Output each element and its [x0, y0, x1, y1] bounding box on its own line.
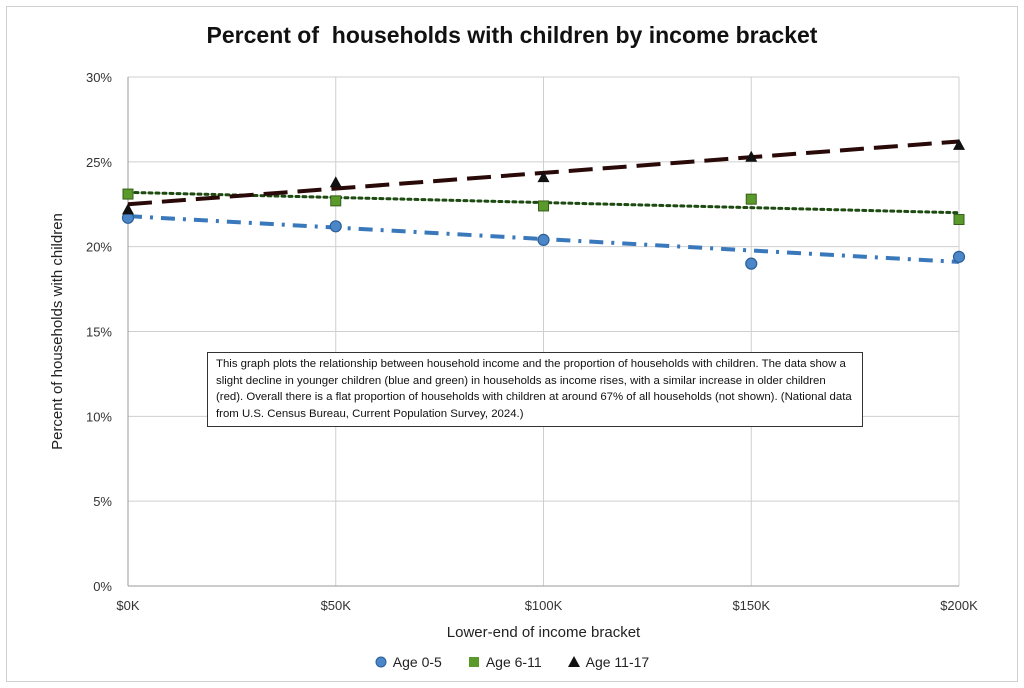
- chart-annotation: This graph plots the relationship betwee…: [207, 352, 863, 427]
- legend-square-icon: [468, 656, 480, 668]
- data-point: [745, 257, 758, 270]
- y-tick-label: 10%: [86, 409, 112, 424]
- x-axis-label: Lower-end of income bracket: [447, 624, 641, 641]
- y-tick-label: 25%: [86, 155, 112, 170]
- data-point: [122, 188, 134, 200]
- x-tick-label: $0K: [116, 598, 139, 613]
- x-tick-label: $150K: [732, 598, 770, 613]
- legend-circle-icon: [375, 656, 387, 668]
- chart-title: Percent of households with children by i…: [206, 22, 818, 48]
- chart-frame: [6, 6, 1018, 682]
- data-point: [745, 193, 757, 205]
- data-point: [122, 203, 134, 215]
- data-point: [329, 176, 342, 188]
- x-tick-label: $50K: [321, 598, 352, 613]
- y-tick-label: 30%: [86, 70, 112, 85]
- y-axis-label: Percent of households with children: [49, 213, 66, 450]
- y-tick-label: 0%: [93, 579, 112, 594]
- data-point: [952, 250, 966, 263]
- legend-item: Age 11-17: [567, 654, 650, 670]
- legend-label: Age 6-11: [485, 654, 542, 670]
- data-point: [745, 150, 758, 162]
- x-tick-label: $100K: [525, 598, 563, 613]
- legend-item: Age 6-11: [468, 654, 542, 670]
- legend-triangle-icon: [567, 656, 580, 668]
- y-tick-label: 20%: [86, 240, 112, 255]
- data-point: [953, 138, 965, 150]
- data-point: [538, 200, 549, 212]
- data-point: [329, 220, 342, 233]
- data-point: [953, 214, 965, 226]
- data-point: [537, 233, 550, 246]
- y-tick-label: 5%: [93, 494, 112, 509]
- data-point: [537, 171, 550, 183]
- legend: Age 0-5 Age 6-11 Age 11-17: [0, 654, 1024, 670]
- legend-item: Age 0-5: [375, 654, 442, 670]
- trendline-age-0-5: [127, 214, 960, 264]
- data-point: [330, 195, 342, 207]
- legend-label: Age 0-5: [392, 654, 442, 670]
- legend-label: Age 11-17: [585, 654, 650, 670]
- y-tick-label: 15%: [86, 325, 112, 340]
- x-tick-label: $200K: [940, 598, 978, 613]
